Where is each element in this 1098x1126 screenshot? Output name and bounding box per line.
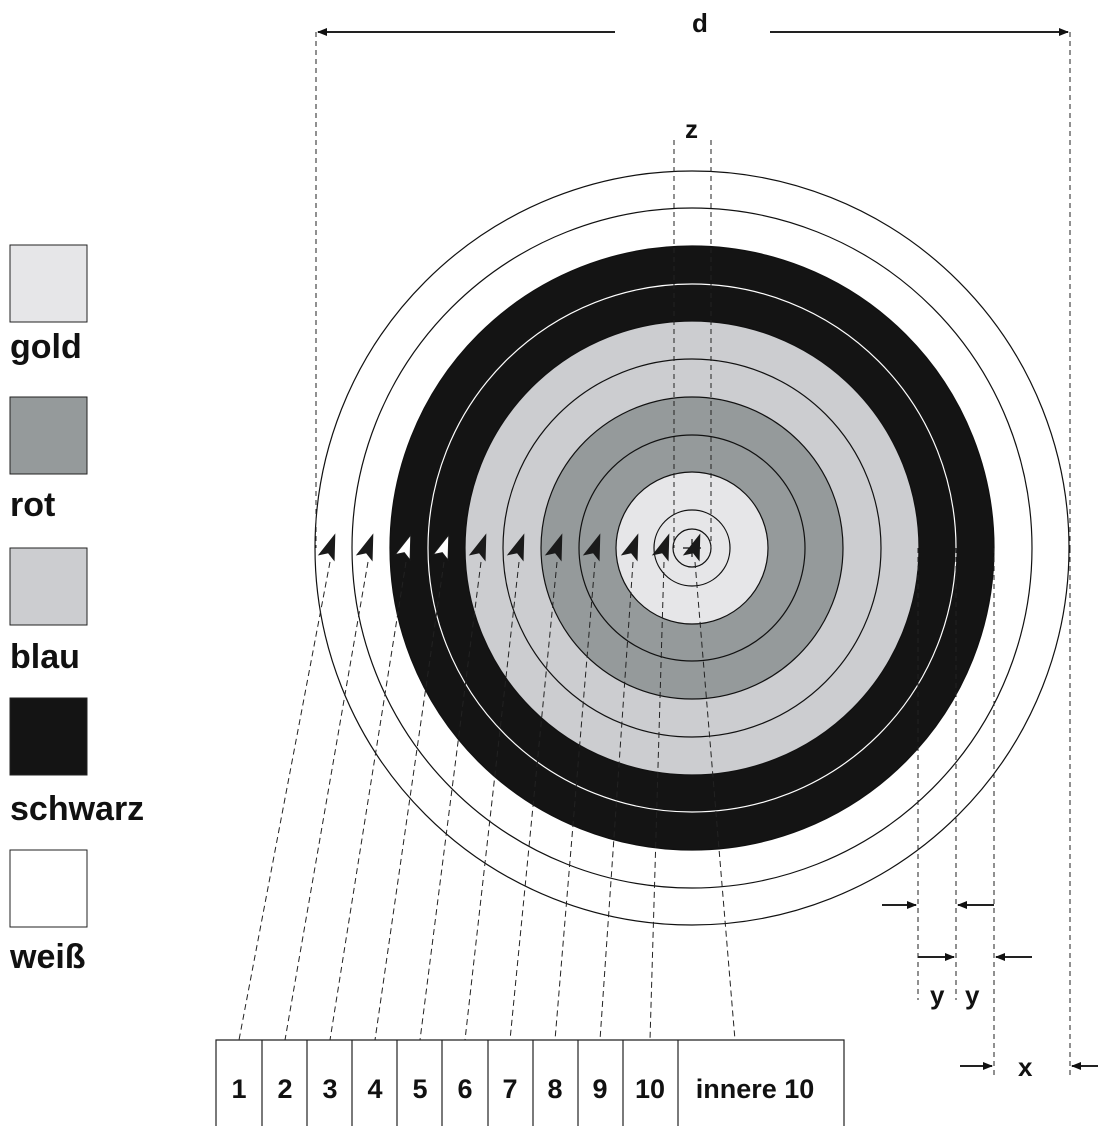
legend-swatch-weiss — [9, 849, 88, 928]
dimension-y2-label: y — [965, 980, 980, 1010]
pointer-4 — [431, 533, 450, 562]
dimension-d-label: d — [692, 8, 708, 38]
score-5: 5 — [412, 1074, 427, 1104]
pointer-9 — [620, 533, 639, 562]
pointer-11 — [682, 533, 701, 562]
pointer-5 — [468, 533, 487, 562]
pointer-2 — [355, 533, 374, 562]
leader-line-2 — [284, 561, 369, 1041]
score-table: 1 2 3 4 5 6 7 8 9 10 innere 10 — [215, 1039, 845, 1126]
legend-label-rot: rot — [10, 486, 55, 524]
dimension-x-label: x — [1018, 1052, 1033, 1082]
score-7: 7 — [502, 1074, 517, 1104]
leader-line-4 — [374, 561, 445, 1041]
legend-swatch-schwarz — [9, 697, 88, 776]
pointer-8 — [582, 533, 601, 562]
legend-swatch-gold — [9, 244, 88, 323]
score-9: 9 — [592, 1074, 607, 1104]
legend: gold rot blau schwarz weiß — [9, 244, 144, 976]
pointer-3 — [393, 533, 412, 562]
score-1: 1 — [231, 1074, 246, 1104]
score-4: 4 — [367, 1074, 382, 1104]
dimension-z-label: z — [685, 114, 698, 144]
score-8: 8 — [547, 1074, 562, 1104]
pointer-6 — [506, 533, 525, 562]
score-2: 2 — [277, 1074, 292, 1104]
leader-line-6 — [464, 561, 520, 1041]
leader-line-7 — [509, 561, 558, 1041]
score-6: 6 — [457, 1074, 472, 1104]
legend-label-weiss: weiß — [9, 938, 86, 976]
dimension-y-x — [882, 548, 1098, 1075]
legend-label-gold: gold — [10, 328, 82, 366]
score-10: 10 — [635, 1074, 665, 1104]
dimension-d — [315, 28, 1071, 548]
leader-lines — [238, 561, 736, 1041]
leader-line-1 — [238, 561, 331, 1041]
score-3: 3 — [322, 1074, 337, 1104]
leader-line-5 — [419, 561, 482, 1041]
dimension-y1-label: y — [930, 980, 945, 1010]
legend-swatch-rot — [9, 396, 88, 475]
legend-label-blau: blau — [10, 638, 80, 676]
ring-pointers — [317, 533, 701, 562]
legend-label-schwarz: schwarz — [10, 790, 144, 828]
score-inner-10: innere 10 — [696, 1074, 815, 1104]
pointer-10 — [651, 533, 670, 562]
leader-line-3 — [329, 561, 407, 1041]
legend-swatch-blau — [9, 547, 88, 626]
dimension-z — [673, 140, 712, 548]
pointer-1 — [317, 533, 336, 562]
pointer-7 — [544, 533, 563, 562]
